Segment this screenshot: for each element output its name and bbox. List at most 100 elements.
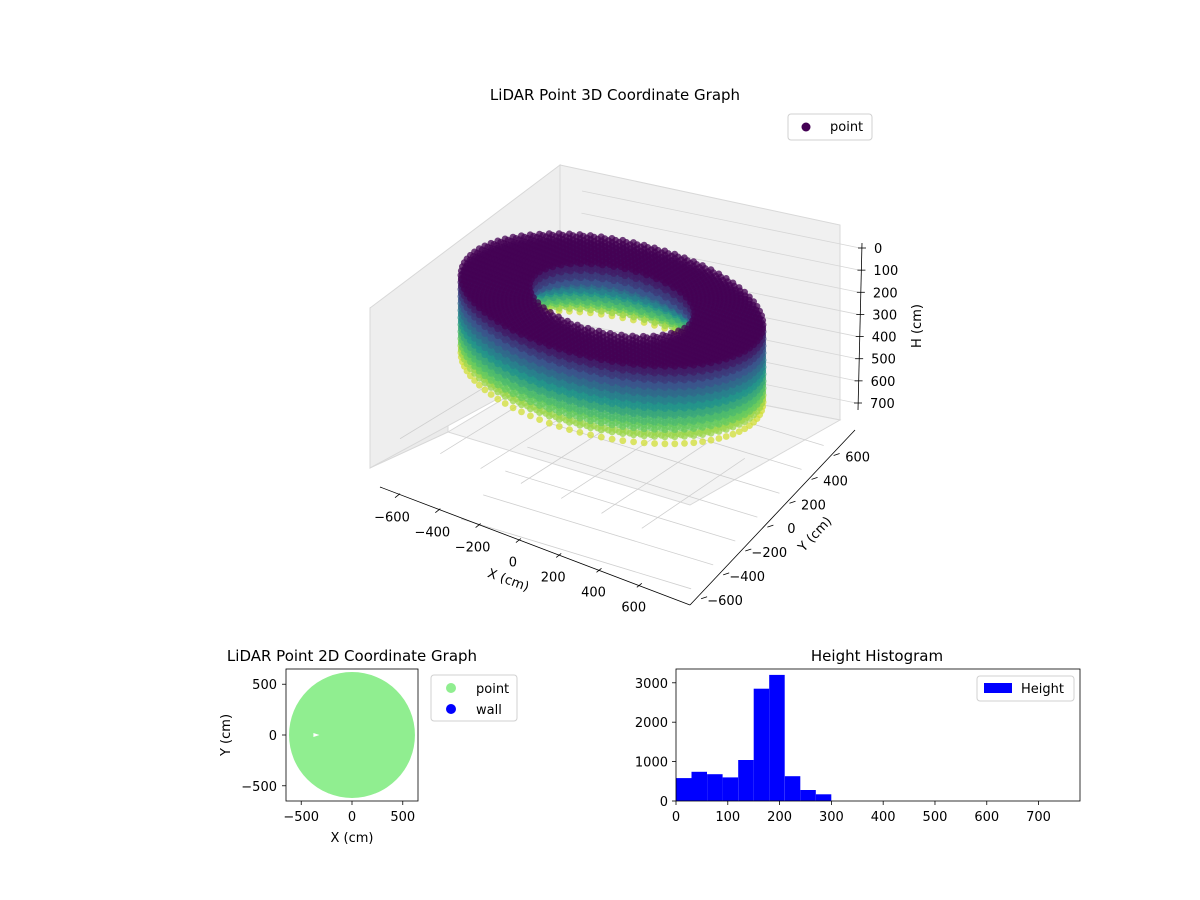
y-tick-mark [811,477,818,480]
scatter3d-point [662,293,669,301]
z-gridline [581,212,860,271]
y-tick-mark [723,572,730,576]
scatter3d-point [549,270,557,278]
x-gridline [560,428,669,499]
x-tick-mark [636,582,643,588]
x-tick-label: 400 [581,585,606,600]
y-gridline [483,494,714,566]
scatter3d-point [599,275,606,283]
scatter3d-point [542,265,549,273]
x-tick-label: −400 [414,526,450,541]
scatter3d-point [542,279,549,287]
x-gridline [641,457,746,529]
y-tick-label: −600 [707,594,743,609]
z-tick-label: 200 [873,286,898,301]
scatter3d-point [643,271,650,279]
y-tick-label: 600 [845,451,870,466]
scatter3d-point [610,277,618,285]
scatter3d-point [653,275,660,283]
z-tick-label: 300 [872,308,897,323]
scatter3d-points [457,230,767,448]
x-tick-mark [596,568,602,573]
scatter3d-point [598,307,605,315]
y-gridline [460,518,692,590]
z-tick-label: 0 [874,242,882,257]
y-gridline [527,446,758,518]
scatter3d-point [588,267,595,275]
y-tick-mark [745,548,752,552]
x-tick-label: 200 [541,570,566,585]
x-gridline [601,443,707,514]
scatter3d-point [608,309,616,317]
scatter3d-point [632,282,640,290]
scatter3d-point [619,311,627,319]
x-tick-label: −200 [455,541,491,556]
scatter3d-point [643,278,650,286]
scatter3d-point [621,279,629,287]
x-tick-mark [515,538,522,543]
scatter3d-y-axis-line [689,429,856,606]
scatter3d-point [577,260,585,268]
scatter3d-point [662,286,669,294]
scatter3d-point [621,265,629,273]
x-tick-label: −600 [374,511,410,526]
scatter3d-point [632,275,640,283]
y-tick-mark [767,524,774,528]
scatter3d-point [567,267,574,275]
scatter3d-point [577,274,585,282]
scatter3d-point [567,274,574,282]
scatter3d-x-axis-line [379,486,691,606]
y-tick-mark [789,500,796,504]
scatter3d-point [594,300,602,307]
scatter3d-point [643,285,650,293]
scatter3d-point [588,260,595,268]
z-tick-label: 700 [870,397,895,412]
scatter3d-point [605,301,613,309]
scatter3d-panel: LiDAR Point 3D Coordinate Graph −600 −400… [369,86,925,615]
x-tick-mark [475,523,481,528]
scatter3d-point [567,260,574,268]
z-tick-label: 600 [871,375,896,390]
scatter3d-point [542,272,549,280]
scatter3d-point [549,263,557,271]
scatter3d-point [557,261,565,269]
scatter3d-point [599,268,606,276]
z-tick-label: 100 [873,264,898,279]
scatter3d-point [610,263,618,270]
scatter3d-point [662,279,669,287]
scatter3d-point [653,282,660,290]
x-tick-mark [555,553,562,558]
y-tick-label: −400 [729,570,765,585]
scatter3d-point [577,267,585,275]
scatter3d-point [610,270,618,277]
x-tick-mark [394,493,401,499]
scatter3d-title: LiDAR Point 3D Coordinate Graph [490,86,740,104]
y-tick-label: 0 [787,522,795,537]
z-tick-label: 400 [872,331,897,346]
scatter3d-xlabel: X (cm) [485,566,531,595]
scatter3d-point [549,277,557,285]
scatter3d-z-axis-line [857,242,863,411]
x-tick-label: 600 [621,600,646,615]
scatter3d-point [599,261,606,269]
x-tick-mark [435,508,441,513]
scatter3d-point [583,298,591,306]
z-tick-label: 500 [871,353,896,368]
y-tick-label: 400 [823,474,848,489]
scatter3d-point [557,268,565,276]
y-tick-mark [833,453,840,456]
scatter3d-point [632,268,640,276]
scatter3d-point [653,289,660,297]
y-tick-mark [700,596,708,600]
scatter3d-point [621,272,629,280]
scatter3d-ylabel: Y (cm) [795,514,835,556]
scatter3d-point [563,280,571,288]
x-tick-label: 0 [509,556,517,571]
scatter3d-point [573,280,581,287]
scatter3d-point [557,275,565,283]
z-gridline [581,190,861,249]
y-tick-label: −200 [751,546,787,561]
scatter3d-zlabel: H (cm) [910,304,925,348]
